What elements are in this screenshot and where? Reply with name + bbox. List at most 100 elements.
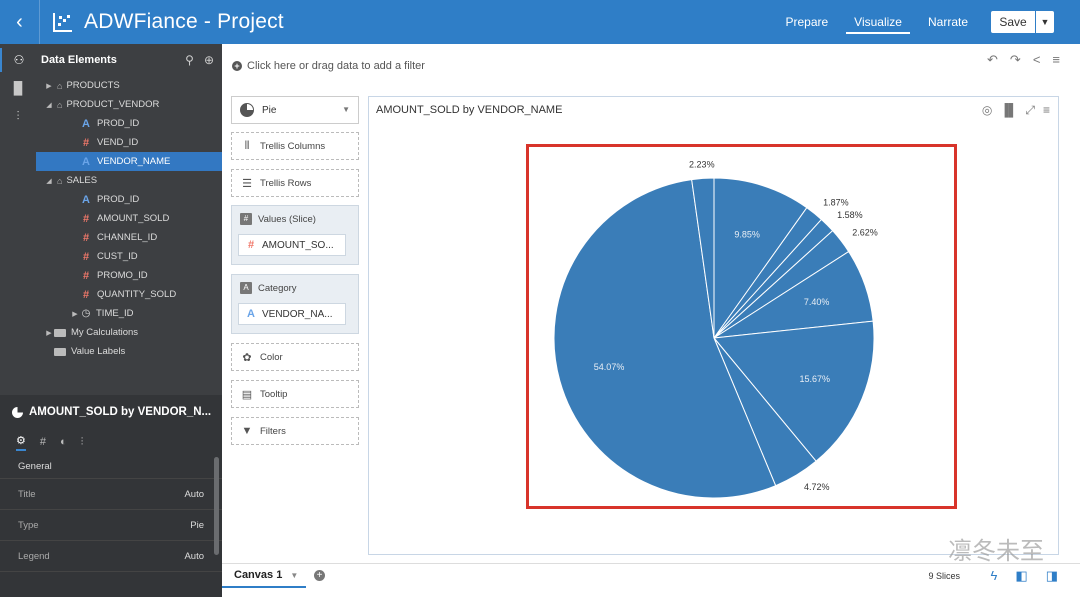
tree-item-label: CUST_ID [97,251,138,262]
data-elements-title: Data Elements [41,54,117,66]
visualization-type-select[interactable]: Pie ▼ [231,96,359,124]
trellis-rows-dropzone[interactable]: ☰ Trellis Rows [231,169,359,197]
expand-caret-icon[interactable]: ◢ [46,101,52,109]
pie-chart-icon [12,406,23,418]
add-canvas-button[interactable]: + [314,570,325,581]
pie-slice[interactable] [713,320,875,462]
save-options-button[interactable]: ▼ [1036,11,1054,33]
tree-item[interactable]: A VENDOR_NAME [36,152,222,171]
visualization-type-value: Pie [262,104,277,116]
tab-narrate[interactable]: Narrate [927,15,968,29]
tree-item[interactable]: A PROD_ID [36,114,222,133]
pie-slice[interactable] [713,177,808,340]
expand-caret-icon[interactable]: ▶ [46,82,52,90]
analytics-rail-button[interactable]: ⫶ [0,104,36,128]
redo-icon[interactable]: ↷ [1009,52,1021,67]
clock-icon: ◷ [81,308,91,319]
property-value[interactable]: Auto [184,488,204,500]
trellis-columns-dropzone[interactable]: ⫴ Trellis Columns [231,132,359,160]
canvas-tab-bar: Canvas 1 ▼ + 9 Slices ϟ ◧ ◨ [222,563,1080,597]
pie-slice[interactable] [691,177,715,339]
property-legend-row[interactable]: Legend Auto [0,541,222,572]
property-value[interactable]: Auto [184,550,204,562]
tree-item[interactable]: # QUANTITY_SOLD [36,285,222,304]
menu-icon[interactable]: ≡ [1052,52,1060,67]
values-dropzone[interactable]: # Values (Slice) # AMOUNT_SO... [231,205,359,265]
add-data-icon[interactable]: ⊕ [203,53,214,67]
color-settings-icon[interactable]: ◐ [60,436,67,448]
property-label: Title [18,488,36,500]
tree-item[interactable]: ▶ My Calculations [36,323,222,342]
add-filter-button[interactable]: + Click here or drag data to add a filte… [232,60,425,72]
search-icon[interactable]: ⚲ [185,53,194,67]
pie-slice[interactable] [553,179,777,499]
tree-item[interactable]: ◢ ⌂ PRODUCT_VENDOR [36,95,222,114]
tree-item[interactable]: ◢ ⌂ SALES [36,171,222,190]
share-icon[interactable]: < [1032,52,1041,67]
maximize-icon[interactable]: ⤢ [1025,103,1035,117]
tree-item[interactable]: Value Labels [36,342,222,361]
tree-item[interactable]: # CHANNEL_ID [36,228,222,247]
category-dropzone[interactable]: A Category A VENDOR_NA... [231,274,359,334]
data-elements-rail-button[interactable]: ⚇ [0,48,36,72]
properties-scrollbar[interactable] [214,457,219,555]
analytics-icon: ⫶ [16,108,20,123]
attribute-icon: A [247,308,255,320]
property-type-row[interactable]: Type Pie [0,510,222,541]
color-dropzone[interactable]: ✿ Color [231,343,359,371]
filters-dropzone[interactable]: ▼ Filters [231,417,359,445]
visualization-canvas[interactable]: AMOUNT_SOLD by VENDOR_NAME ◎ ▐▌ ⤢ ≡ 9.85… [368,96,1059,555]
tree-item-label: VEND_ID [97,137,139,148]
tree-item[interactable]: ▶ ◷ TIME_ID [36,304,222,323]
menu-icon[interactable]: ≡ [1042,103,1050,117]
property-value[interactable]: Pie [190,519,204,531]
undo-icon[interactable]: ↶ [987,52,998,67]
filters-label: Filters [260,425,286,437]
values-pill-label: AMOUNT_SO... [262,239,334,251]
folder-icon [54,328,66,337]
attribute-box-icon: A [240,282,252,294]
expand-caret-icon[interactable]: ▶ [72,310,78,318]
panel-rail: ⚇ ▐▌ ⫶ [0,44,36,395]
tree-item[interactable]: # CUST_ID [36,247,222,266]
grammar-panel: Pie ▼ ⫴ Trellis Columns ☰ Trellis Rows #… [222,88,366,558]
measure-icon: # [82,250,90,263]
tree-item-label: QUANTITY_SOLD [97,289,177,300]
caret-down-icon[interactable]: ▼ [290,570,299,580]
expand-caret-icon[interactable]: ▶ [46,329,52,337]
auto-refresh-icon[interactable]: ϟ [990,568,998,583]
canvas-tab[interactable]: Canvas 1 ▼ [222,564,306,588]
measure-icon: # [82,231,90,244]
bar-chart-icon[interactable]: ▐▌ [1000,103,1018,117]
tab-visualize[interactable]: Visualize [846,11,910,34]
tree-item[interactable]: A PROD_ID [36,190,222,209]
slice-label: 9.85% [734,229,760,239]
tree-item[interactable]: # PROMO_ID [36,266,222,285]
caret-down-icon: ▼ [1040,17,1050,27]
tree-item[interactable]: # AMOUNT_SOLD [36,209,222,228]
visualizations-rail-button[interactable]: ▐▌ [0,76,36,100]
canvas-toolbar: ↶ ↷ < ≡ [987,52,1060,68]
property-title-row[interactable]: Title Auto [0,479,222,510]
number-format-icon[interactable]: # [39,436,46,448]
category-pill-label: VENDOR_NA... [262,308,333,320]
tree-item[interactable]: ▶ ⌂ PRODUCTS [36,76,222,95]
save-button[interactable]: Save [991,11,1035,33]
tab-prepare[interactable]: Prepare [785,15,829,29]
values-pill[interactable]: # AMOUNT_SO... [238,234,346,256]
target-icon[interactable]: ◎ [981,103,993,117]
tree-item[interactable]: # VEND_ID [36,133,222,152]
hash-icon: # [240,213,252,225]
right-panel-toggle-icon[interactable]: ◨ [1045,568,1058,583]
measure-icon: # [82,136,90,149]
analytics-settings-icon[interactable]: ⫶ [80,435,84,448]
slice-label: 7.40% [804,297,830,307]
back-button[interactable]: ‹ [0,0,40,44]
left-panel-toggle-icon[interactable]: ◧ [1015,568,1028,583]
general-settings-icon[interactable]: ⚙ [16,434,26,451]
tooltip-dropzone[interactable]: ▤ Tooltip [231,380,359,408]
pie-chart[interactable]: 9.85% 1.87% 1.58% 2.62% 7.40% 15.67% 4.72% 54.0… [369,97,1058,554]
category-pill[interactable]: A VENDOR_NA... [238,303,346,325]
property-label: Legend [18,550,50,562]
expand-caret-icon[interactable]: ◢ [46,177,52,185]
